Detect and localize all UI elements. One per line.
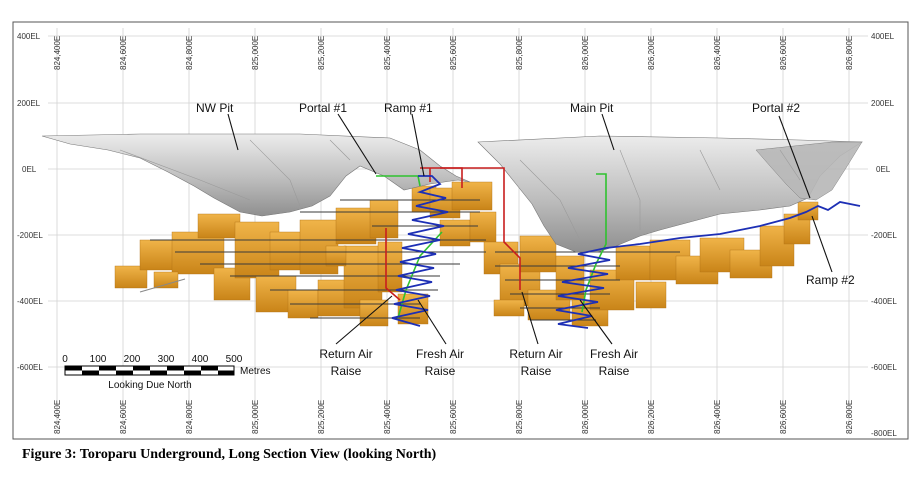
fresh-air-raise-main [581, 173, 607, 313]
easting-label: 826,600E [779, 36, 788, 70]
elevation-label: -600EL [871, 363, 897, 372]
fresh-air-raise-west-label: Fresh Air [416, 347, 464, 361]
return-air-raise-main [440, 167, 521, 290]
easting-label: 826,400E [713, 36, 722, 70]
easting-label: 824,800E [185, 36, 194, 70]
fresh-air-raise-main-label: Raise [599, 364, 630, 378]
easting-labels-top: 824,400E 824,600E 824,800E 825,000E 825,… [53, 36, 854, 70]
scale-tick-label: 200 [124, 354, 141, 365]
easting-label: 824,600E [119, 400, 128, 434]
elevation-label: 200EL [17, 99, 41, 108]
scale-tick-label: 100 [90, 354, 107, 365]
elevation-label: 0EL [876, 165, 891, 174]
easting-label: 826,600E [779, 400, 788, 434]
easting-label: 825,000E [251, 36, 260, 70]
easting-label: 826,200E [647, 400, 656, 434]
portal-2-label: Portal #2 [752, 101, 800, 115]
easting-label: 826,400E [713, 400, 722, 434]
main-pit-label: Main Pit [570, 101, 614, 115]
easting-label: 824,400E [53, 36, 62, 70]
ramp-2-label: Ramp #2 [806, 273, 855, 287]
figure-caption: Figure 3: Toroparu Underground, Long Sec… [22, 447, 437, 462]
portal-1-label: Portal #1 [299, 101, 347, 115]
easting-label: 825,200E [317, 400, 326, 434]
ore-body [114, 181, 819, 327]
easting-label: 825,200E [317, 36, 326, 70]
nw-pit-label: NW Pit [196, 101, 234, 115]
elevation-label: 200EL [871, 99, 895, 108]
easting-label: 826,000E [581, 36, 590, 70]
easting-label: 824,600E [119, 36, 128, 70]
easting-label: 825,600E [449, 36, 458, 70]
portal2-pit-shell [755, 141, 863, 201]
elevation-labels-right: 400EL 200EL 0EL -200EL -400EL -600EL -80… [871, 32, 897, 438]
scale-tick-label: 400 [192, 354, 209, 365]
scale-unit: Metres [240, 366, 271, 377]
scale-note: Looking Due North [108, 380, 191, 391]
main-pit-shell [477, 135, 863, 253]
return-air-raise-west-label: Return Air [319, 347, 372, 361]
easting-label: 824,400E [53, 400, 62, 434]
return-air-raise-main-label: Return Air [509, 347, 562, 361]
easting-label: 825,400E [383, 400, 392, 434]
ramp-1-spiral [391, 175, 449, 327]
return-air-raise-west-label: Raise [331, 364, 362, 378]
return-air-raise-main-label: Raise [521, 364, 552, 378]
elevation-label: -200EL [871, 231, 897, 240]
easting-label: 825,600E [449, 400, 458, 434]
easting-label: 826,800E [845, 400, 854, 434]
elevation-label: -600EL [17, 363, 43, 372]
callout-pointers [227, 113, 833, 345]
scale-tick-label: 0 [62, 354, 68, 365]
easting-labels-bottom: 824,400E 824,600E 824,800E 825,000E 825,… [53, 400, 854, 434]
easting-label: 826,000E [581, 400, 590, 434]
elevation-label: -400EL [17, 297, 43, 306]
scale-bar: 0 100 200 300 400 500 Metres Looking Due… [62, 354, 270, 391]
easting-label: 826,800E [845, 36, 854, 70]
elevation-labels-left: 400EL 200EL 0EL -200EL -400EL -600EL [17, 32, 43, 372]
easting-label: 826,200E [647, 36, 656, 70]
elevation-label: -800EL [871, 429, 897, 438]
easting-label: 825,800E [515, 36, 524, 70]
callout-labels: NW Pit Portal #1 Ramp #1 Main Pit Portal… [196, 101, 855, 378]
ramp-1-label: Ramp #1 [384, 101, 433, 115]
easting-label: 825,400E [383, 36, 392, 70]
scale-tick-label: 500 [226, 354, 243, 365]
elevation-label: 400EL [871, 32, 895, 41]
scale-tick-label: 300 [158, 354, 175, 365]
elevation-label: 0EL [22, 165, 37, 174]
easting-label: 824,800E [185, 400, 194, 434]
fresh-air-raise-main-label: Fresh Air [590, 347, 638, 361]
easting-label: 825,800E [515, 400, 524, 434]
elevation-label: -200EL [17, 231, 43, 240]
fresh-air-raise-west-label: Raise [425, 364, 456, 378]
elevation-label: -400EL [871, 297, 897, 306]
easting-label: 825,000E [251, 400, 260, 434]
elevation-label: 400EL [17, 32, 41, 41]
